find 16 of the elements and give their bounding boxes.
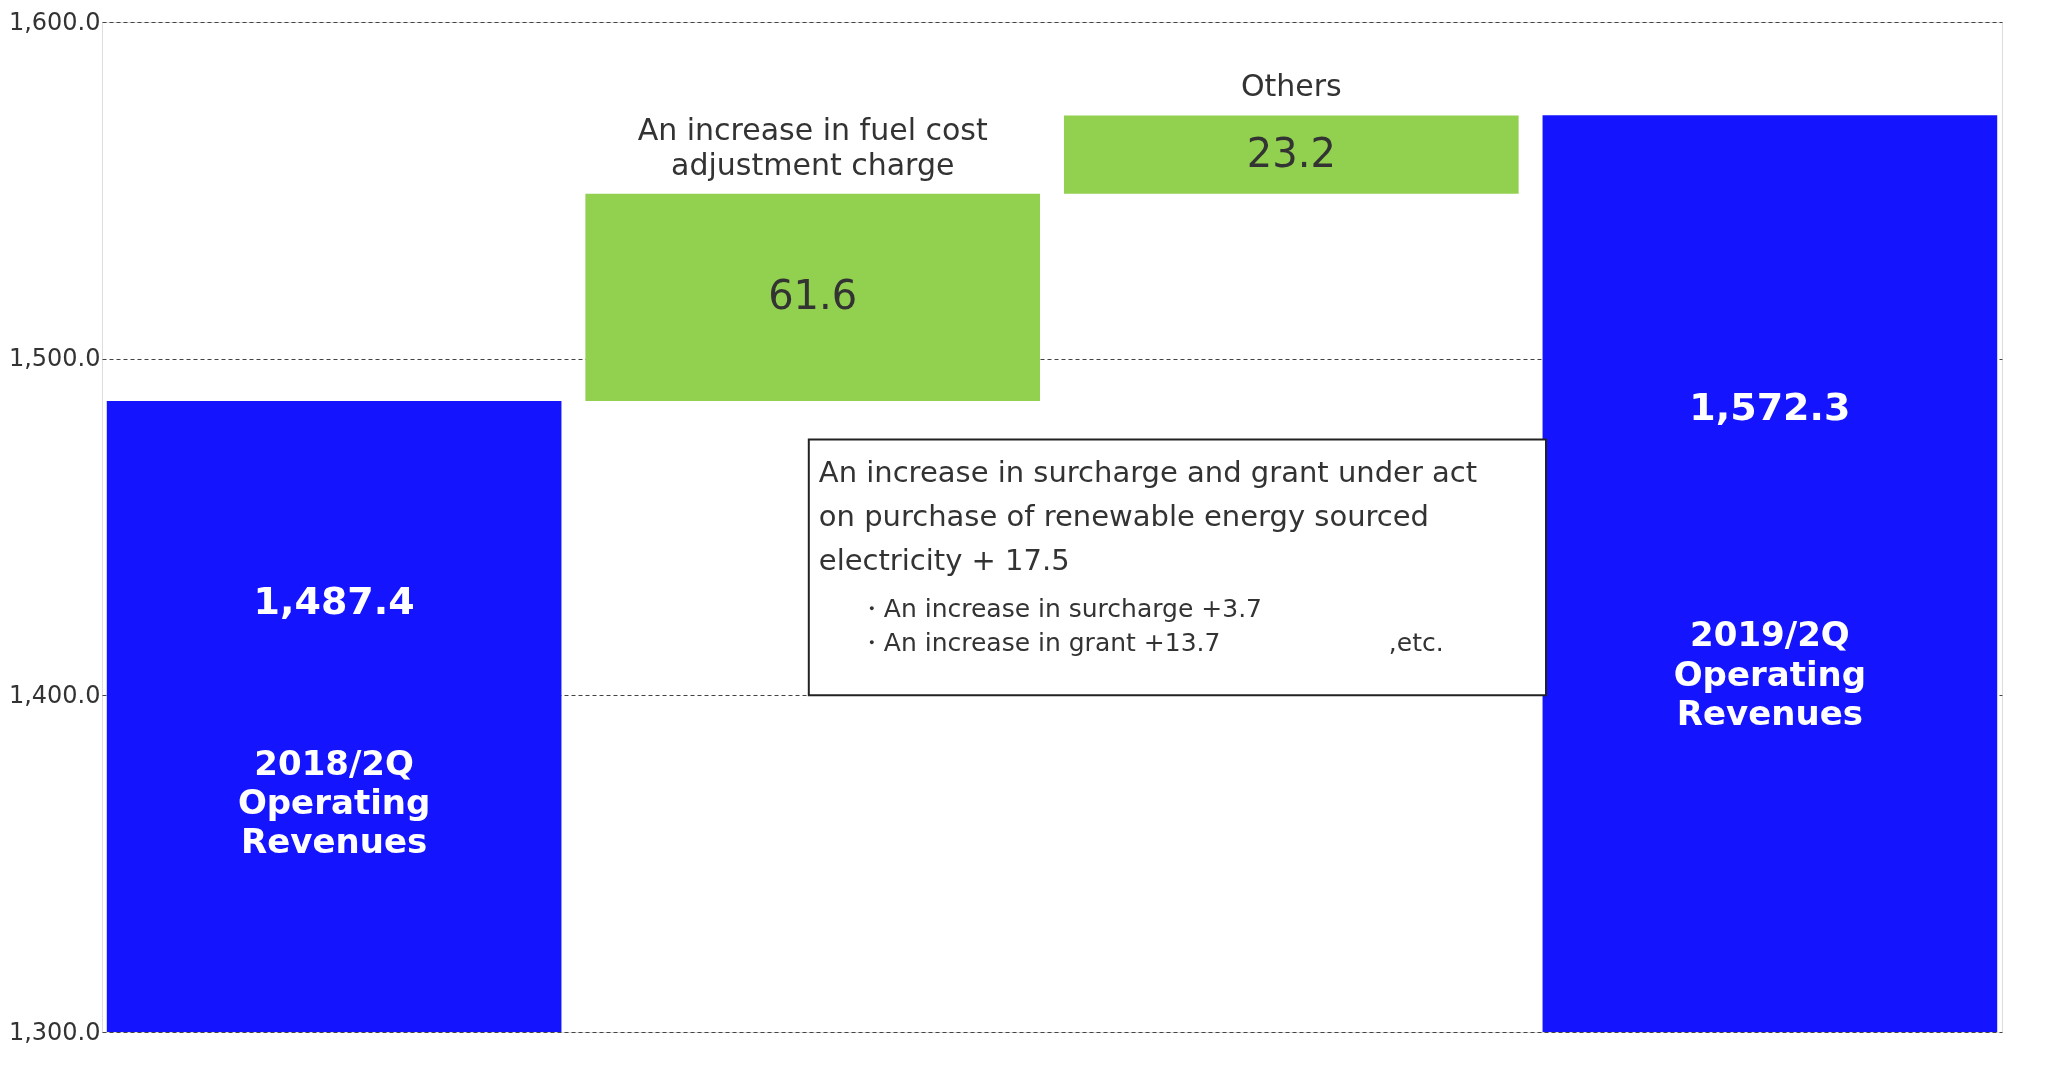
x-tick-label: 2019/2Q Operating Revenues	[1673, 614, 1867, 733]
data-label: 1,487.4	[253, 578, 415, 623]
y-tick-label: 1,600.0	[8, 7, 101, 36]
annotation: ・An increase in surcharge +3.7	[858, 594, 1262, 624]
data-label: 23.2	[1246, 129, 1336, 176]
x-tick-label: 2018/2Q Operating Revenues	[237, 743, 431, 862]
annotation: An increase in surcharge and grant under act on purchase of renewable energy sourced electricity + 17.5	[818, 455, 1478, 578]
data-label: 61.6	[768, 272, 858, 319]
y-tick-label: 1,500.0	[8, 344, 101, 373]
y-tick-label: 1,400.0	[8, 680, 101, 709]
x-tick-label: An increase in fuel cost adjustment charge	[637, 112, 988, 182]
annotation: ,etc.	[1388, 628, 1444, 658]
annotation: ・An increase in grant +13.7	[858, 628, 1221, 658]
x-tick-label: Others	[1240, 68, 1342, 104]
y-tick-label: 1,300.0	[8, 1017, 101, 1046]
data-label: 1,572.3	[1689, 384, 1851, 429]
